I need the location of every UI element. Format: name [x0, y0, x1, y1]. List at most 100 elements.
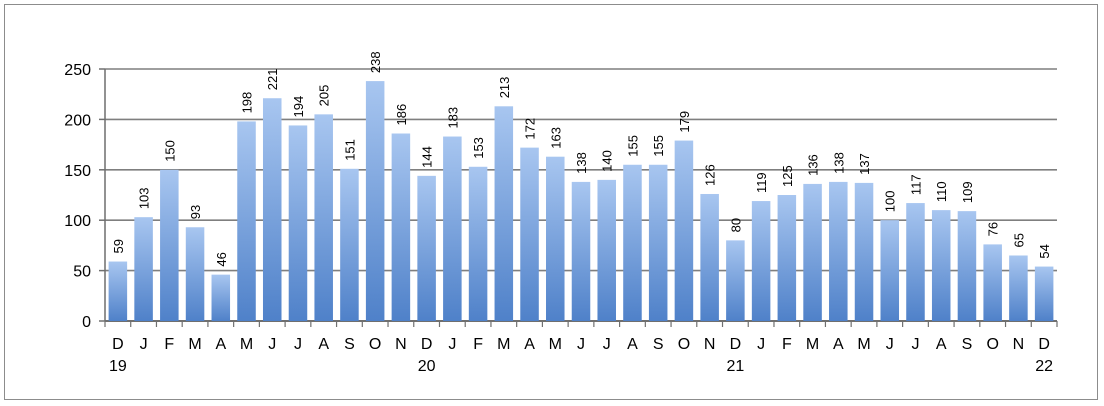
- data-label: 138: [831, 152, 846, 174]
- x-tick-label: A: [215, 336, 226, 353]
- data-label: 150: [162, 140, 177, 162]
- x-tick-label: J: [757, 336, 765, 353]
- y-tick-label: 100: [64, 213, 91, 230]
- bar: [648, 164, 668, 321]
- bar: [880, 220, 900, 321]
- data-label: 117: [908, 174, 923, 195]
- data-label: 125: [780, 165, 795, 187]
- data-label: 138: [574, 152, 589, 174]
- bar: [674, 140, 694, 321]
- data-label: 54: [1037, 244, 1052, 258]
- bar: [803, 183, 822, 321]
- bar: [829, 181, 848, 321]
- data-label: 100: [883, 190, 898, 212]
- x-tick-label: A: [627, 336, 638, 353]
- bar: [597, 179, 616, 321]
- data-label: 213: [497, 77, 512, 99]
- x-tick-label: N: [395, 336, 407, 353]
- x-tick-label: F: [164, 336, 174, 353]
- x-axis-ticks: D J F M A M J J A S O N D J F M A M J J A S O N D J F M A M J J A S O N D19 2…: [109, 336, 1053, 375]
- data-label: 198: [240, 92, 255, 114]
- bar: [417, 175, 436, 321]
- data-label: 151: [342, 139, 357, 161]
- data-label: 46: [214, 252, 229, 266]
- bar: [185, 227, 205, 321]
- bar: [700, 193, 719, 321]
- data-label: 103: [137, 187, 152, 209]
- x-tick-label: M: [497, 336, 510, 353]
- chart-frame: 0 50 100 150 200 250 59 103 150 93 46 198 221 194 205…: [4, 4, 1098, 400]
- data-label: 93: [188, 205, 203, 219]
- x-tick-label: M: [549, 336, 562, 353]
- bar: [571, 181, 591, 321]
- bar: [931, 210, 951, 321]
- bar: [623, 164, 642, 321]
- y-axis-ticks: 0 50 100 150 200 250: [64, 62, 91, 331]
- x-tick-label: J: [294, 336, 302, 353]
- bar: [211, 274, 231, 321]
- x-tick-label: O: [986, 336, 998, 353]
- data-label: 155: [651, 135, 666, 157]
- data-label: 110: [934, 181, 949, 202]
- x-tick-label: O: [678, 336, 690, 353]
- x-tick-label: J: [911, 336, 919, 353]
- data-label: 183: [445, 107, 460, 129]
- x-tick-label: J: [448, 336, 456, 353]
- data-label: 119: [754, 172, 769, 193]
- data-label: 59: [111, 239, 126, 253]
- bar: [777, 195, 797, 321]
- data-label: 140: [600, 150, 615, 172]
- data-label: 144: [420, 146, 435, 168]
- x-tick-label: D: [112, 336, 124, 353]
- bar: [237, 121, 256, 321]
- bar: [160, 169, 179, 321]
- bars: [108, 81, 1054, 322]
- x-tick-label: D: [421, 336, 433, 353]
- x-tick-label: M: [806, 336, 819, 353]
- data-label: 137: [857, 153, 872, 175]
- y-tick-label: 50: [73, 264, 91, 281]
- x-tick-label: S: [653, 336, 664, 353]
- bar: [443, 136, 462, 321]
- x-tick-label: O: [369, 336, 381, 353]
- data-label: 155: [625, 135, 640, 157]
- data-label: 163: [548, 127, 563, 149]
- x-tick-label: J: [886, 336, 894, 353]
- year-label: 22: [1035, 358, 1053, 375]
- data-label: 76: [986, 222, 1001, 236]
- bar: [468, 166, 488, 321]
- data-label: 221: [265, 69, 280, 91]
- data-label: 136: [806, 154, 821, 176]
- bar: [726, 240, 745, 321]
- x-tick-label: N: [704, 336, 716, 353]
- x-tick-label: F: [473, 336, 483, 353]
- data-labels: 59 103 150 93 46 198 221 194 205 151 238 186 144 183 1…: [111, 51, 1052, 266]
- data-label: 205: [317, 85, 332, 107]
- x-tick-label: A: [833, 336, 844, 353]
- bar: [134, 217, 153, 321]
- bar: [391, 133, 411, 321]
- year-label: 20: [418, 358, 436, 375]
- x-tick-label: S: [962, 336, 973, 353]
- data-label: 65: [1011, 233, 1026, 247]
- x-tick-label: N: [1013, 336, 1025, 353]
- data-label: 153: [471, 137, 486, 159]
- bar: [854, 182, 874, 321]
- y-tick-label: 250: [64, 62, 91, 79]
- x-tick-label: J: [603, 336, 611, 353]
- bar: [751, 201, 771, 321]
- bar: [494, 106, 514, 322]
- x-tick-label: M: [240, 336, 253, 353]
- bar: [983, 244, 1002, 321]
- x-tick-label: J: [268, 336, 276, 353]
- x-tick-label: D: [1038, 336, 1050, 353]
- y-tick-label: 0: [82, 314, 91, 331]
- bar: [1034, 266, 1054, 321]
- y-tick-label: 200: [64, 112, 91, 129]
- x-tick-label: D: [730, 336, 742, 353]
- data-label: 172: [523, 118, 538, 140]
- year-label: 19: [109, 358, 127, 375]
- data-label: 80: [728, 218, 743, 232]
- bar: [546, 156, 565, 321]
